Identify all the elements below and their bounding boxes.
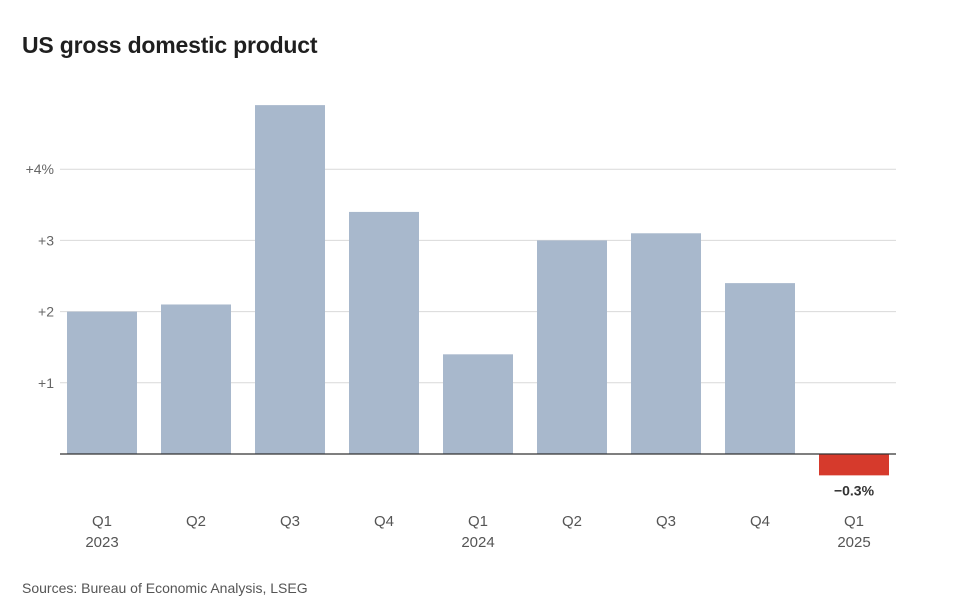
bar <box>725 283 795 454</box>
x-tick-quarter: Q4 <box>374 513 394 530</box>
bar <box>255 105 325 455</box>
x-tick-quarter: Q3 <box>656 513 676 530</box>
x-tick-quarter: Q1 <box>92 513 112 530</box>
bars <box>67 105 889 476</box>
data-labels: −0.3% <box>834 482 875 498</box>
x-tick-quarter: Q3 <box>280 513 300 530</box>
bar <box>349 211 419 454</box>
x-tick-quarter: Q1 <box>844 513 864 530</box>
y-tick-label: +4% <box>26 161 54 177</box>
bar <box>67 311 137 454</box>
bar <box>161 304 231 454</box>
bar <box>443 354 513 454</box>
x-axis-labels: Q1 2023 Q2 Q3 Q4 Q1 2024 Q2 Q3 Q4 Q1 2025 <box>85 513 870 551</box>
y-tick-label: +2 <box>38 304 54 320</box>
x-tick-quarter: Q4 <box>750 513 770 530</box>
x-tick-quarter: Q2 <box>562 513 582 530</box>
y-tick-label: +1 <box>38 375 54 391</box>
chart-source: Sources: Bureau of Economic Analysis, LS… <box>22 580 308 596</box>
data-label: −0.3% <box>834 482 875 498</box>
y-tick-label: +3 <box>38 232 54 248</box>
x-tick-year: 2023 <box>85 534 118 551</box>
x-tick-year: 2025 <box>837 534 870 551</box>
bar <box>537 240 607 454</box>
x-tick-quarter: Q2 <box>186 513 206 530</box>
chart-title: US gross domestic product <box>22 32 318 58</box>
bar <box>819 454 889 476</box>
y-axis-ticks: +1 +2 +3 +4% <box>26 161 55 391</box>
x-tick-year: 2024 <box>461 534 494 551</box>
x-tick-quarter: Q1 <box>468 513 488 530</box>
bar <box>631 233 701 454</box>
